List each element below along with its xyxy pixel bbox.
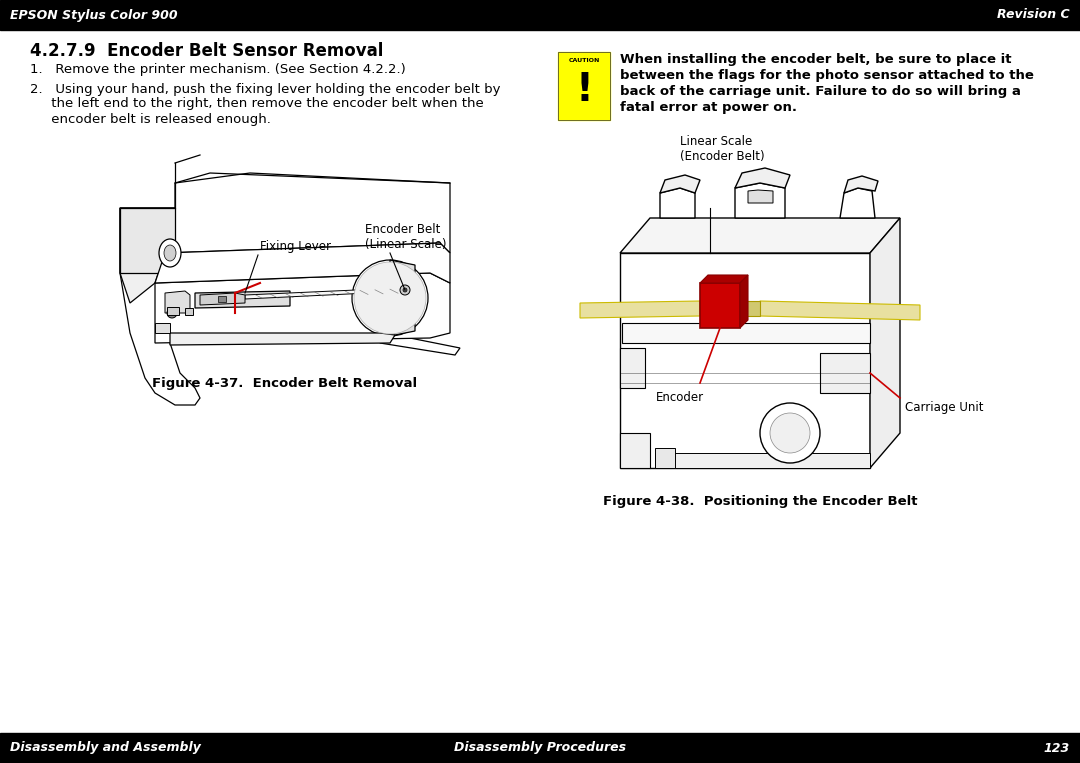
Polygon shape (620, 253, 870, 468)
Ellipse shape (354, 262, 426, 334)
Text: Disassembly and Assembly: Disassembly and Assembly (10, 742, 201, 755)
Polygon shape (200, 293, 245, 305)
Text: fatal error at power on.: fatal error at power on. (620, 101, 797, 114)
Polygon shape (654, 448, 675, 468)
Text: Carriage Unit: Carriage Unit (905, 401, 984, 414)
Polygon shape (165, 173, 450, 253)
Polygon shape (700, 275, 748, 283)
Polygon shape (245, 288, 410, 299)
Polygon shape (870, 218, 900, 468)
Polygon shape (156, 243, 450, 283)
Polygon shape (740, 275, 748, 328)
Text: back of the carriage unit. Failure to do so will bring a: back of the carriage unit. Failure to do… (620, 85, 1021, 98)
Polygon shape (580, 301, 700, 318)
Polygon shape (735, 168, 789, 188)
Polygon shape (165, 291, 190, 313)
Polygon shape (620, 218, 900, 253)
Text: 2.   Using your hand, push the fixing lever holding the encoder belt by: 2. Using your hand, push the fixing leve… (30, 82, 500, 95)
Bar (558, 52, 610, 120)
Polygon shape (195, 291, 291, 308)
Text: 1.   Remove the printer mechanism. (See Section 4.2.2.): 1. Remove the printer mechanism. (See Se… (30, 63, 406, 76)
Text: 123: 123 (1043, 742, 1070, 755)
Text: !: ! (575, 71, 593, 109)
Polygon shape (120, 208, 175, 273)
Text: Disassembly Procedures: Disassembly Procedures (454, 742, 626, 755)
Text: Fixing Lever: Fixing Lever (260, 240, 330, 253)
Bar (218, 296, 226, 302)
Polygon shape (748, 190, 773, 203)
Bar (185, 308, 193, 315)
Text: between the flags for the photo sensor attached to the: between the flags for the photo sensor a… (620, 69, 1034, 82)
Text: the left end to the right, then remove the encoder belt when the: the left end to the right, then remove t… (30, 98, 484, 111)
Text: EPSON Stylus Color 900: EPSON Stylus Color 900 (10, 8, 177, 21)
Polygon shape (390, 260, 415, 336)
Polygon shape (156, 273, 450, 343)
Polygon shape (620, 348, 645, 388)
Text: Encoder: Encoder (656, 391, 704, 404)
Text: encoder belt is released enough.: encoder belt is released enough. (30, 112, 271, 125)
Polygon shape (170, 333, 395, 345)
Polygon shape (735, 183, 785, 218)
Polygon shape (700, 283, 740, 328)
Polygon shape (120, 208, 175, 303)
Ellipse shape (352, 260, 428, 336)
Polygon shape (120, 208, 200, 405)
Circle shape (770, 413, 810, 453)
Polygon shape (840, 188, 875, 218)
Polygon shape (660, 188, 696, 218)
Bar (0, 0, 1080, 30)
Polygon shape (843, 176, 878, 193)
Ellipse shape (159, 239, 181, 267)
Text: Encoder Belt
(Linear Scale): Encoder Belt (Linear Scale) (365, 223, 446, 251)
Circle shape (167, 308, 177, 318)
Polygon shape (156, 323, 170, 333)
Circle shape (400, 285, 410, 295)
Polygon shape (654, 453, 870, 468)
Text: 4.2.7.9  Encoder Belt Sensor Removal: 4.2.7.9 Encoder Belt Sensor Removal (30, 42, 383, 60)
Polygon shape (700, 301, 760, 316)
Text: Linear Scale
(Encoder Belt): Linear Scale (Encoder Belt) (680, 135, 765, 163)
Polygon shape (760, 301, 920, 320)
Bar (558, 52, 610, 120)
Polygon shape (622, 323, 870, 343)
Text: Revision C: Revision C (997, 8, 1070, 21)
Circle shape (403, 288, 407, 292)
Polygon shape (820, 353, 870, 393)
Text: CAUTION: CAUTION (568, 57, 599, 63)
Polygon shape (620, 433, 650, 468)
Text: Figure 4-38.  Positioning the Encoder Belt: Figure 4-38. Positioning the Encoder Bel… (603, 494, 917, 507)
Polygon shape (380, 333, 460, 355)
Bar (0, 733, 1080, 763)
Text: Figure 4-37.  Encoder Belt Removal: Figure 4-37. Encoder Belt Removal (152, 376, 418, 389)
Circle shape (760, 403, 820, 463)
Text: When installing the encoder belt, be sure to place it: When installing the encoder belt, be sur… (620, 53, 1012, 66)
Ellipse shape (164, 245, 176, 261)
Bar (167, 307, 179, 315)
Polygon shape (660, 175, 700, 193)
